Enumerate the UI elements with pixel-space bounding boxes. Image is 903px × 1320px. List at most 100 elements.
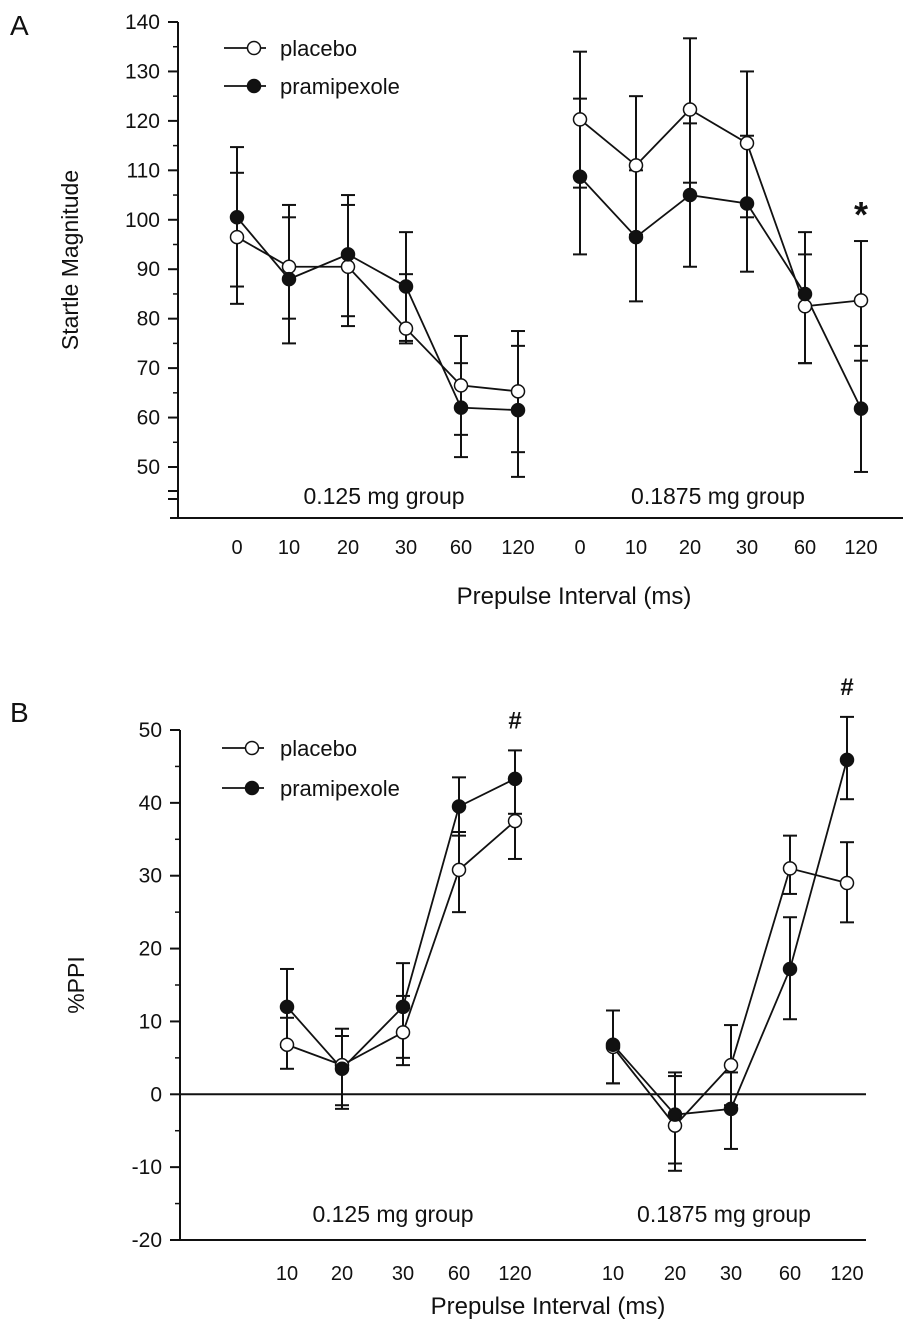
data-point-filled [451, 799, 467, 814]
y-tick-label: 100 [125, 209, 160, 232]
series-line [579, 108, 862, 308]
y-tick-label: 10 [139, 1010, 162, 1033]
data-point-filled [281, 271, 297, 287]
x-tick-label: 30 [395, 537, 417, 559]
data-point-open [628, 158, 644, 173]
legend: placebo pramipexole [224, 36, 400, 99]
x-tick-label: 20 [679, 537, 701, 559]
data-point-filled [510, 402, 526, 418]
series-line [286, 778, 516, 1071]
y-tick-label: 130 [125, 60, 160, 83]
legend: placebo pramipexole [222, 736, 400, 801]
series-placebo [230, 171, 525, 454]
y-tick-label: 0 [150, 1083, 162, 1106]
x-tick-label: 120 [844, 537, 877, 559]
x-axis-label: Prepulse Interval (ms) [431, 1293, 666, 1320]
x-tick-label: 30 [736, 537, 758, 559]
data-point-filled [839, 752, 855, 768]
data-point-filled [853, 401, 869, 416]
legend-label: pramipexole [280, 776, 400, 801]
x-tick-label: 0 [231, 537, 242, 559]
data-point-open [451, 862, 467, 878]
panel-label: B [10, 697, 29, 728]
data-point-filled [334, 1061, 350, 1077]
legend-marker-open [244, 740, 260, 756]
group-label: 0.125 mg group [303, 483, 464, 509]
y-tick-label: 90 [137, 258, 160, 281]
y-tick-label: 40 [139, 792, 162, 815]
x-tick-label: 60 [448, 1263, 470, 1285]
data-point-open [340, 259, 356, 274]
series-pramipexole [606, 715, 854, 1165]
x-tick-label: 120 [501, 537, 534, 559]
x-tick-label: 10 [625, 537, 647, 559]
y-tick-label: 30 [139, 865, 162, 888]
data-point-filled [229, 210, 245, 225]
data-point-filled [279, 999, 295, 1015]
data-point-open [507, 813, 523, 829]
y-tick-label: 110 [127, 159, 160, 182]
data-point-filled [667, 1107, 683, 1122]
group-0: 0.125 mg group 10 20 30 60 120 [276, 749, 532, 1285]
data-point-filled [782, 961, 798, 977]
series-pramipexole [230, 146, 525, 478]
data-point-open [853, 293, 869, 308]
legend-marker-filled [244, 780, 260, 796]
significance-annotation: * [854, 194, 868, 235]
series-line [579, 176, 862, 410]
data-point-filled [398, 279, 414, 294]
data-point-open [782, 861, 798, 876]
series-line [236, 216, 519, 412]
x-tick-label: 10 [276, 1263, 298, 1285]
group-0: 0.125 mg group 0 10 20 30 60 120 [229, 146, 535, 559]
y-tick-label: 120 [125, 110, 160, 133]
y-tick-label: 50 [137, 456, 160, 479]
group-1: 0.1875 mg group 10 20 30 60 120 [602, 715, 864, 1285]
data-point-open [229, 229, 245, 245]
x-tick-label: 20 [337, 537, 359, 559]
significance-annotation: # [840, 674, 853, 701]
legend-label: placebo [280, 36, 357, 61]
data-point-filled [453, 400, 469, 415]
legend-marker-open [246, 40, 262, 56]
data-point-open [395, 1025, 411, 1040]
legend-marker-filled [246, 78, 262, 94]
y-tick-label: 20 [139, 938, 162, 961]
series-line [236, 236, 519, 393]
significance-annotation: # [508, 707, 521, 734]
y-axis-label: %PPI [63, 956, 89, 1014]
x-tick-label: 60 [794, 537, 816, 559]
x-tick-label: 30 [720, 1263, 742, 1285]
x-tick-label: 120 [830, 1263, 863, 1285]
x-tick-label: 10 [278, 537, 300, 559]
data-point-filled [572, 169, 588, 185]
y-tick-label: 70 [137, 357, 160, 380]
y-tick-label: 60 [137, 407, 160, 430]
x-tick-label: 20 [331, 1263, 353, 1285]
data-point-open [797, 299, 813, 314]
group-1: 0.1875 mg group 0 10 20 30 60 120 [572, 37, 878, 559]
series-pramipexole [573, 97, 868, 473]
chart-panel-B: B -20 -10 0 10 20 30 40 50 %PPI Prepulse Interval … [10, 674, 866, 1320]
data-point-filled [723, 1101, 739, 1117]
data-point-filled [628, 229, 644, 245]
legend-label: placebo [280, 736, 357, 761]
data-point-filled [605, 1037, 621, 1052]
data-point-filled [340, 247, 356, 262]
x-axis-label: Prepulse Interval (ms) [457, 583, 692, 610]
y-tick-label: -20 [132, 1229, 162, 1252]
data-point-open [398, 321, 414, 336]
x-tick-label: 120 [498, 1263, 531, 1285]
data-point-filled [507, 771, 523, 787]
y-tick-label: 140 [125, 11, 160, 34]
data-point-open [723, 1057, 739, 1073]
group-label: 0.1875 mg group [637, 1201, 811, 1227]
data-point-open [682, 102, 698, 117]
y-tick-label: 80 [137, 308, 160, 331]
data-point-open [279, 1037, 295, 1052]
x-tick-label: 60 [779, 1263, 801, 1285]
data-point-open [839, 875, 855, 891]
y-tick-label: 50 [139, 719, 162, 742]
group-label: 0.1875 mg group [631, 483, 805, 509]
